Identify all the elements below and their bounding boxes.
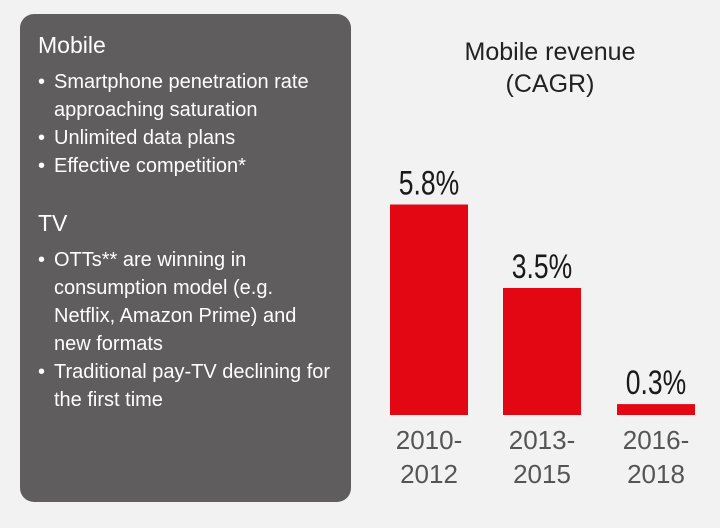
key-drivers-panel: Mobile Smartphone penetration rate appro… (20, 14, 351, 502)
mobile-bullet: Effective competition* (38, 152, 337, 180)
value-label: 0.3% (626, 364, 686, 402)
category-tick-label: 2018 (627, 459, 685, 489)
bar-2016-2018 (617, 404, 695, 415)
mobile-revenue-bar-chart: 5.8% 2010- 2012 3.5% 2013- 2015 0.3% 2016- 2018 (390, 164, 695, 489)
category-tick-label: 2016- (623, 425, 690, 455)
bar-2010-2012 (390, 204, 468, 415)
mobile-bullet: Unlimited data plans (38, 124, 337, 152)
value-label: 3.5% (512, 248, 572, 286)
value-label: 5.8% (399, 164, 459, 202)
category-tick-label: 2015 (513, 459, 571, 489)
chart-title-line: (CAGR) (505, 70, 595, 98)
mobile-section-title: Mobile (38, 32, 106, 58)
bar-2013-2015 (503, 287, 581, 415)
tv-bullet: Traditional pay-TV declining for the fir… (38, 358, 337, 414)
tv-section-title: TV (38, 210, 68, 236)
tv-bullet: OTTs** are winning in consumption model … (38, 246, 337, 358)
chart-title-line: Mobile revenue (464, 38, 636, 66)
category-tick-label: 2013- (509, 425, 576, 455)
category-tick-label: 2010- (396, 425, 463, 455)
chart-title: Mobile revenue (CAGR) (400, 36, 700, 100)
category-tick-label: 2012 (400, 459, 458, 489)
tv-bullet-list: OTTs** are winning in consumption model … (38, 246, 337, 414)
mobile-bullet: Smartphone penetration rate approaching … (38, 68, 337, 124)
mobile-bullet-list: Smartphone penetration rate approaching … (38, 68, 337, 180)
